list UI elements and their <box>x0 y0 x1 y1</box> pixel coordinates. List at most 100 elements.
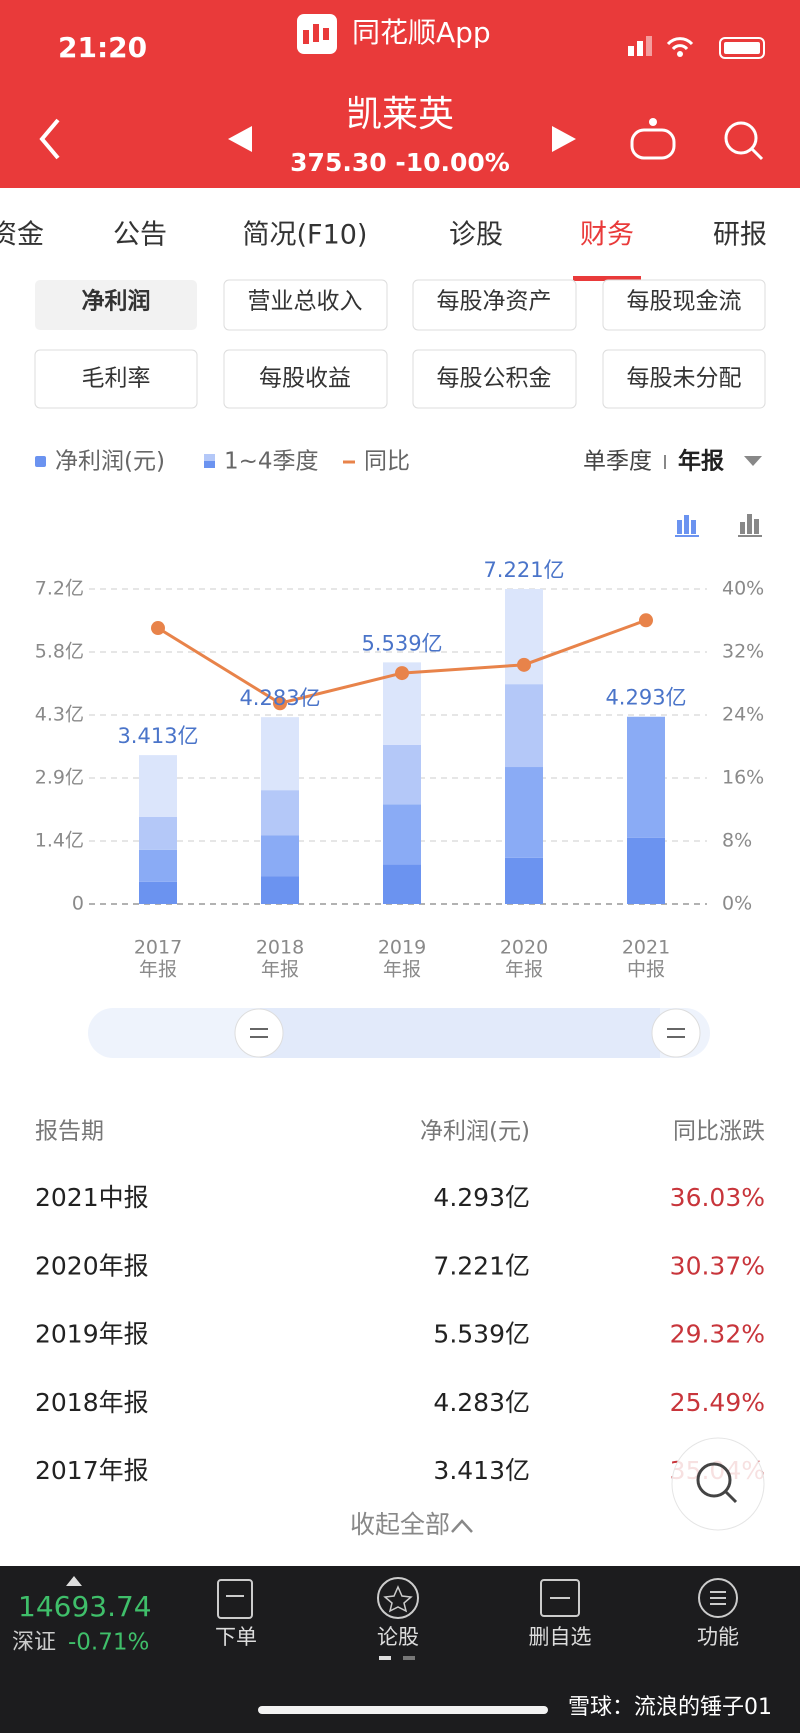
tab[interactable]: 诊股 <box>449 220 503 251</box>
legend-swatch <box>204 454 215 461</box>
metric-button[interactable] <box>602 279 766 331</box>
tab[interactable]: 公告 <box>113 220 167 251</box>
range-selection <box>260 1008 660 1058</box>
tab[interactable]: 简况(F10) <box>243 220 368 251</box>
prev-stock[interactable] <box>228 126 252 152</box>
x-tick-label: 年报 <box>139 959 177 981</box>
app-icon-candle <box>313 24 319 42</box>
metric-button[interactable] <box>223 279 388 331</box>
icon-bar[interactable] <box>691 520 696 534</box>
line-point <box>151 621 165 636</box>
tab-bar: 资金 公告 简况(F10) 诊股 财务 研报 <box>0 220 767 251</box>
search-button[interactable] <box>724 121 758 155</box>
status-time: 21:20 <box>58 31 147 64</box>
bar-total-label: 4.293亿 <box>605 686 686 710</box>
metric-button[interactable] <box>223 349 388 409</box>
bar-segment <box>383 744 421 805</box>
home-indicator <box>258 1706 548 1714</box>
bar-segment <box>261 876 299 904</box>
bar-segment <box>139 881 177 904</box>
bar-segment <box>627 716 665 838</box>
y-tick-label: 4.3亿 <box>35 704 84 726</box>
signal <box>637 41 643 56</box>
nav-label[interactable]: 论股 <box>377 1625 419 1649</box>
icon-bar[interactable] <box>754 519 759 534</box>
tab[interactable]: 资金 <box>0 220 44 251</box>
y-tick-label: 2.9亿 <box>35 767 84 789</box>
table-header: 报告期 <box>35 1119 104 1145</box>
line-point <box>639 613 653 628</box>
y2-tick-label: 8% <box>722 830 752 852</box>
table-body: 2021中报 4.293亿 36.03% 2020年报 7.221亿 30.37% 2019… <box>35 1183 765 1485</box>
collapse-all[interactable]: 收起全部 <box>350 1510 450 1539</box>
icon-bar[interactable] <box>684 515 689 534</box>
stock-quote: 375.30 -10.00% <box>290 148 510 177</box>
back-button[interactable] <box>39 118 60 160</box>
battery <box>724 42 760 54</box>
index-value: 14693.74 <box>18 1590 152 1623</box>
period-cell: 2019年报 <box>35 1320 149 1349</box>
floating-search <box>696 1462 732 1498</box>
tab[interactable]: 研报 <box>713 220 767 251</box>
bar-segment <box>139 816 177 850</box>
y-tick-label: 1.4亿 <box>35 830 84 852</box>
chart: 0 1.4亿 2.9亿 4.3亿 5.8亿 7.2亿 0% 8% 16% 24% 32% 40% 201… <box>35 558 764 981</box>
toggle-option[interactable]: 单季度 <box>583 449 652 475</box>
icon-bar[interactable] <box>740 522 745 534</box>
profit-cell: 5.539亿 <box>433 1320 530 1349</box>
table-header: 同比涨跌 <box>673 1119 765 1145</box>
x-tick-label: 年报 <box>383 959 421 981</box>
tab-active[interactable]: 财务 <box>580 220 634 251</box>
y-tick-label: 0 <box>72 893 84 915</box>
bar-segment <box>505 684 543 768</box>
metric-label: 净利润 <box>82 288 151 315</box>
x-tick-label: 2017 <box>134 937 182 959</box>
profit-cell: 7.221亿 <box>433 1251 530 1280</box>
bar-segment <box>261 790 299 836</box>
floating-search[interactable] <box>671 1437 765 1531</box>
y2-tick-label: 16% <box>722 767 764 789</box>
signal <box>628 46 634 56</box>
data-table: 报告期 净利润(元) 同比涨跌 2021中报 4.293亿 36.03% 2020年报… <box>35 1119 765 1486</box>
nav-label[interactable]: 删自选 <box>529 1625 592 1649</box>
nav-label[interactable]: 功能 <box>697 1625 739 1649</box>
robot-button[interactable] <box>630 128 676 160</box>
toggle-option-active[interactable]: 年报 <box>678 448 724 475</box>
bar-segment <box>627 837 665 904</box>
robot-button <box>649 118 657 126</box>
metric-button-active[interactable] <box>35 280 197 330</box>
y-tick-label: 5.8亿 <box>35 641 84 663</box>
metric-label: 每股收益 <box>259 366 351 392</box>
toggle-dropdown[interactable] <box>744 456 762 466</box>
metric-button[interactable] <box>412 279 577 331</box>
bar-total-label: 7.221亿 <box>483 558 564 582</box>
metric-button[interactable] <box>602 349 766 409</box>
wifi <box>677 51 683 57</box>
floating-search <box>724 1490 738 1504</box>
bar-segment <box>505 857 543 904</box>
nav-icon <box>217 1579 253 1619</box>
table-header: 净利润(元) <box>420 1119 530 1145</box>
metric-label: 每股公积金 <box>437 366 552 392</box>
tab-underline <box>573 276 641 281</box>
slider-handle[interactable] <box>651 1008 701 1058</box>
slider-handle[interactable] <box>234 1008 284 1058</box>
line-point <box>517 657 531 672</box>
legend-swatch <box>204 461 215 468</box>
icon-bar[interactable] <box>747 514 752 534</box>
metric-button[interactable] <box>412 349 577 409</box>
change-cell: 29.32% <box>670 1320 765 1349</box>
x-tick-label: 2020 <box>500 937 548 959</box>
icon-bar[interactable] <box>677 520 682 534</box>
nav-label[interactable]: 下单 <box>215 1625 257 1649</box>
period-cell: 2021中报 <box>35 1183 149 1212</box>
profit-cell: 3.413亿 <box>433 1456 530 1485</box>
index-change: -0.71% <box>68 1630 149 1656</box>
bar-segment <box>383 804 421 865</box>
y2-tick-label: 24% <box>722 704 764 726</box>
next-stock[interactable] <box>552 126 576 152</box>
wifi <box>666 37 694 51</box>
metric-button[interactable] <box>34 349 198 409</box>
legend-swatch <box>35 456 46 467</box>
